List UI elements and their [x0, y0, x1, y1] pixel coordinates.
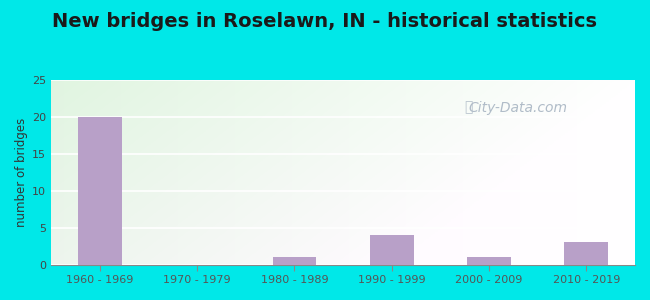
Bar — [370, 235, 413, 265]
Bar — [78, 117, 122, 265]
Bar — [564, 242, 608, 265]
Text: City-Data.com: City-Data.com — [469, 101, 567, 115]
Text: ⓘ: ⓘ — [464, 100, 473, 114]
Text: New bridges in Roselawn, IN - historical statistics: New bridges in Roselawn, IN - historical… — [53, 12, 597, 31]
Y-axis label: number of bridges: number of bridges — [15, 118, 28, 227]
Bar — [467, 257, 511, 265]
Bar — [272, 257, 317, 265]
